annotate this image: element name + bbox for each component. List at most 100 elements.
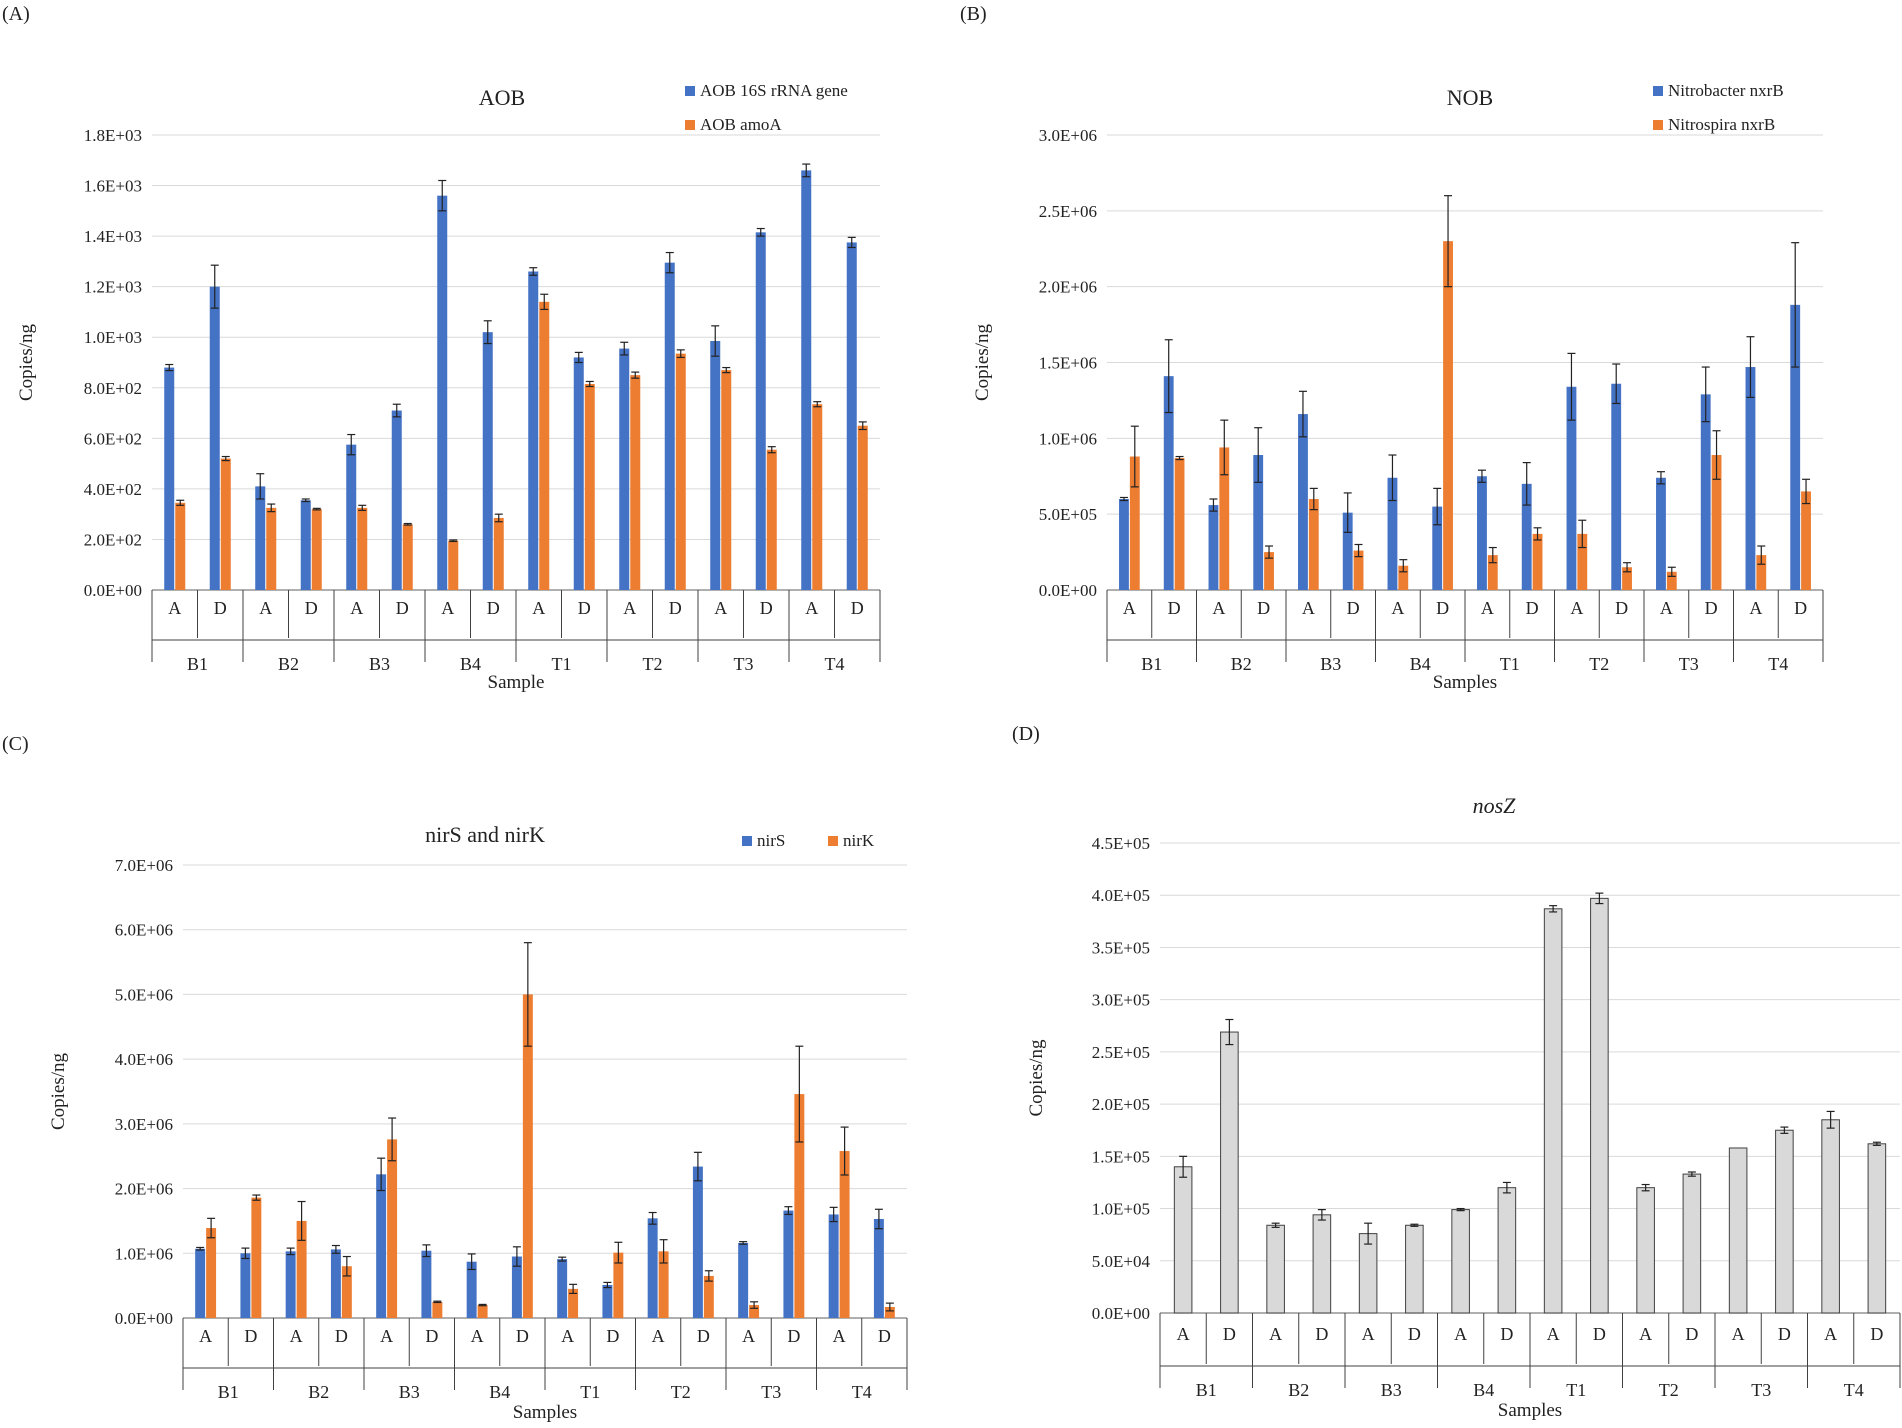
x-group-label: B1 [1141, 654, 1162, 674]
x-subcategory-label: A [1732, 1324, 1745, 1344]
x-subcategory-label: D [1685, 1324, 1698, 1344]
x-group-label: B3 [1381, 1380, 1402, 1400]
x-group-label: T1 [1500, 654, 1520, 674]
x-group-label: T3 [1679, 654, 1699, 674]
bar-nosz [1173, 1166, 1193, 1314]
x-subcategory-label: A [1302, 598, 1315, 618]
x-subcategory-label: D [787, 1326, 800, 1346]
bar-nitrospira-nxrb [1129, 456, 1140, 590]
x-subcategory-label: A [199, 1326, 212, 1346]
bar-nirs [647, 1218, 658, 1318]
x-subcategory-label: A [742, 1326, 755, 1346]
bar-aob-16s-rrna-gene [664, 262, 675, 590]
x-group-label: B3 [399, 1382, 420, 1402]
x-subcategory-label: D [878, 1326, 891, 1346]
y-tick-label: 8.0E+02 [84, 379, 142, 398]
x-subcategory-label: A [1362, 1324, 1375, 1344]
bar-nitrobacter-nxrb [1790, 304, 1801, 590]
bar-aob-amoa [630, 375, 641, 590]
bar-nirk [251, 1197, 262, 1318]
y-tick-label: 0.0E+00 [84, 581, 142, 600]
y-tick-label: 0.0E+00 [1039, 581, 1097, 600]
y-tick-label: 3.0E+05 [1092, 991, 1150, 1010]
x-axis-title: Samples [513, 1402, 577, 1423]
bar-nosz [1497, 1187, 1517, 1314]
y-tick-label: 4.0E+02 [84, 480, 142, 499]
x-subcategory-label: A [1454, 1324, 1467, 1344]
x-subcategory-label: D [1408, 1324, 1421, 1344]
y-tick-label: 1.0E+03 [84, 328, 142, 347]
bar-nitrospira-nxrb [1711, 455, 1722, 590]
x-subcategory-label: D [1705, 598, 1718, 618]
bar-nitrospira-nxrb [1398, 565, 1409, 590]
bar-nirs [240, 1253, 251, 1318]
bar-nosz [1451, 1209, 1470, 1314]
bar-nosz [1543, 908, 1563, 1314]
bar-nosz [1405, 1224, 1424, 1314]
y-tick-label: 3.0E+06 [1039, 126, 1097, 145]
x-group-label: T2 [643, 654, 663, 674]
legend-label: Nitrospira nxrB [1668, 115, 1775, 134]
legend-label: nirS [757, 831, 785, 850]
x-group-label: B3 [369, 654, 390, 674]
y-axis-title: Copies/ng [48, 1052, 69, 1130]
x-subcategory-label: D [1223, 1324, 1236, 1344]
y-tick-label: 1.0E+06 [1039, 429, 1097, 448]
bar-aob-amoa [448, 540, 459, 590]
bar-nirk [884, 1306, 895, 1318]
bar-nosz [1358, 1233, 1378, 1314]
bar-aob-16s-rrna-gene [482, 332, 493, 590]
x-subcategory-label: D [1500, 1324, 1513, 1344]
bar-aob-16s-rrna-gene [528, 271, 539, 590]
bar-aob-amoa [220, 458, 231, 590]
bar-aob-16s-rrna-gene [391, 410, 402, 590]
x-subcategory-label: A [1824, 1324, 1837, 1344]
x-subcategory-label: D [244, 1326, 257, 1346]
x-group-label: B2 [1231, 654, 1252, 674]
chart-title: nosZ [1473, 793, 1517, 818]
bar-nirk [794, 1094, 805, 1318]
x-subcategory-label: D [669, 598, 682, 618]
bar-nitrospira-nxrb [1756, 555, 1767, 590]
x-group-label: B1 [218, 1382, 239, 1402]
bar-nitrobacter-nxrb [1745, 367, 1756, 590]
bar-aob-16s-rrna-gene [710, 341, 721, 590]
y-tick-label: 4.0E+06 [115, 1050, 173, 1069]
y-tick-label: 0.0E+00 [115, 1309, 173, 1328]
y-tick-label: 4.0E+05 [1092, 886, 1150, 905]
y-tick-label: 1.5E+05 [1092, 1147, 1150, 1166]
bar-nirk [296, 1220, 307, 1318]
panel-label: (B) [960, 3, 987, 25]
y-axis-title: Copies/ng [16, 323, 37, 401]
x-subcategory-label: D [1778, 1324, 1791, 1344]
panel-label: (C) [2, 733, 29, 755]
bar-nitrobacter-nxrb [1521, 483, 1532, 590]
panel-label: (A) [2, 3, 30, 25]
bar-nitrobacter-nxrb [1656, 477, 1666, 590]
bar-aob-amoa [675, 353, 686, 590]
x-subcategory-label: D [1794, 598, 1807, 618]
bar-nosz [1728, 1147, 1748, 1314]
x-subcategory-label: D [516, 1326, 529, 1346]
y-tick-label: 1.6E+03 [84, 177, 142, 196]
legend-label: Nitrobacter nxrB [1668, 81, 1784, 100]
y-tick-label: 1.5E+06 [1039, 354, 1097, 373]
x-subcategory-label: A [1212, 598, 1225, 618]
y-tick-label: 2.0E+05 [1092, 1095, 1150, 1114]
x-subcategory-label: A [805, 598, 818, 618]
bar-aob-16s-rrna-gene [801, 170, 812, 590]
x-group-label: B4 [489, 1382, 510, 1402]
x-subcategory-label: A [1660, 598, 1673, 618]
legend-label: AOB 16S rRNA gene [700, 81, 848, 100]
bar-nirs [466, 1261, 477, 1318]
bar-nitrospira-nxrb [1666, 571, 1677, 590]
x-group-label: T4 [1844, 1380, 1864, 1400]
bar-nirs [195, 1248, 206, 1318]
bar-nirk [206, 1228, 217, 1318]
bar-aob-amoa [266, 507, 277, 590]
panel-label: (D) [1012, 723, 1040, 745]
bar-nirk [703, 1275, 714, 1318]
x-subcategory-label: A [380, 1326, 393, 1346]
y-tick-label: 2.0E+02 [84, 530, 142, 549]
legend-swatch [828, 836, 838, 846]
